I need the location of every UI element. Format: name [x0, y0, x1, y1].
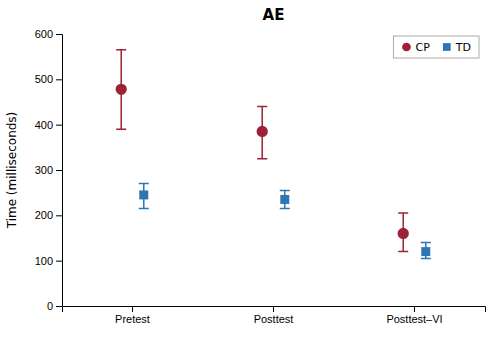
error-bar	[398, 213, 408, 252]
legend-marker	[402, 43, 411, 52]
x-tick-label: Pretest	[115, 313, 150, 325]
x-axis-line	[63, 307, 486, 313]
y-axis: 0 100 200 300 400 500 600	[35, 28, 63, 312]
y-tick-label: 500	[35, 73, 53, 85]
plot-area: 0 100 200 300 400 500 600 Pretest Posttest Postte…	[35, 28, 486, 325]
chart-container: 0 100 200 300 400 500 600 Pretest Posttest Postte…	[0, 0, 500, 340]
series	[139, 184, 431, 259]
x-tick-mark	[273, 306, 274, 312]
error-bar	[280, 190, 290, 208]
y-tick-label: 600	[35, 28, 53, 40]
point	[280, 195, 289, 204]
y-tick: 200	[35, 209, 62, 221]
point	[139, 190, 148, 199]
y-tick: 600	[35, 28, 62, 40]
point	[257, 126, 268, 137]
y-tick: 100	[35, 255, 62, 267]
y-tick-mark	[56, 125, 62, 126]
y-tick-mark	[56, 170, 62, 171]
y-axis-line	[56, 35, 63, 307]
x-tick-label: Posttest–VI	[386, 313, 442, 325]
x-tick: Pretest	[115, 306, 150, 325]
chart-svg: 0 100 200 300 400 500 600 Pretest Posttest Postte…	[0, 0, 500, 340]
x-tick-mark	[132, 306, 133, 312]
title: AE	[263, 6, 285, 24]
y-tick-mark	[56, 79, 62, 80]
legend-item: TD	[443, 41, 471, 54]
legend-marker	[443, 43, 451, 51]
error-bar	[139, 184, 149, 209]
y-tick-label: 100	[35, 255, 53, 267]
y-tick-mark	[56, 34, 62, 35]
point	[421, 247, 430, 256]
y-tick: 400	[35, 119, 62, 131]
y-tick-mark	[56, 306, 62, 307]
x-tick-mark	[414, 306, 415, 312]
y-tick: 500	[35, 73, 62, 85]
error-bar	[257, 107, 267, 159]
x-tick-label: Posttest	[254, 313, 294, 325]
y-tick: 300	[35, 164, 62, 176]
y-tick-label: 200	[35, 209, 53, 221]
marks	[116, 50, 431, 259]
legend-label: TD	[455, 41, 471, 54]
y-tick-label: 0	[47, 300, 53, 312]
legend-frame	[393, 36, 479, 58]
y-tick: 0	[47, 300, 62, 312]
series	[116, 50, 409, 252]
x-tick: Posttest–VI	[386, 306, 442, 325]
y-axis-title: Time (milliseconds)	[5, 112, 19, 230]
point	[116, 84, 127, 95]
x-tick: Posttest	[254, 306, 294, 325]
legend: CP TD	[393, 36, 479, 58]
x-axis: Pretest Posttest Posttest–VI	[63, 306, 486, 325]
error-bar	[421, 243, 431, 259]
error-bar	[116, 50, 126, 129]
legend-label: CP	[415, 41, 430, 54]
y-tick-mark	[56, 215, 62, 216]
legend-item: CP	[402, 41, 430, 54]
y-tick-label: 300	[35, 164, 53, 176]
y-tick-mark	[56, 261, 62, 262]
point	[398, 228, 409, 239]
y-tick-label: 400	[35, 119, 53, 131]
